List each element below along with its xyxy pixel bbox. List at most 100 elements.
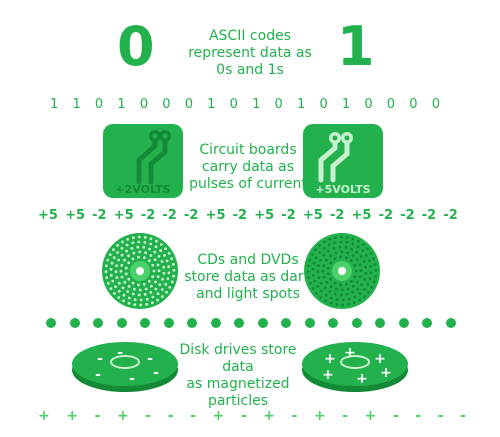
polarity-sign: + xyxy=(117,408,129,424)
circuit-caption: Circuit boards carry data as pulses of c… xyxy=(183,142,313,193)
voltage-value: +5 xyxy=(254,208,275,223)
circuit-high-voltage-label: +5VOLTS xyxy=(315,183,370,196)
polarity-sign: - xyxy=(437,408,444,424)
spot-dot xyxy=(234,318,245,328)
binary-digit: 0 xyxy=(431,97,440,112)
voltage-value: +5 xyxy=(113,208,134,223)
spot-dot xyxy=(445,318,456,328)
digit-zero: 0 xyxy=(117,15,155,78)
polarity-sign: - xyxy=(392,408,399,424)
ascii-caption-line: represent data as xyxy=(188,45,312,61)
binary-digit: 1 xyxy=(341,97,351,112)
voltage-value: +5 xyxy=(38,208,58,223)
circuit-low-voltage-label: +2VOLTS xyxy=(115,183,170,196)
binary-digit: 1 xyxy=(117,97,126,112)
spot-dot xyxy=(116,318,127,328)
voltage-value: +5 xyxy=(205,208,226,223)
circuit-board-high-icon: +5VOLTS xyxy=(303,124,383,198)
disk-positive-icon: + + ++ + + xyxy=(302,342,408,392)
polarity-sign: - xyxy=(94,408,101,424)
digit-one: 1 xyxy=(337,15,375,78)
disk-positive-mark: + xyxy=(322,367,334,383)
disk-positive-mark: + xyxy=(380,365,392,381)
spot-dot xyxy=(187,318,198,328)
voltage-value: -2 xyxy=(232,208,248,223)
spot-dot xyxy=(163,318,174,328)
polarity-sign: + xyxy=(313,408,326,424)
disk-caption: Disk drives store data as magnetized par… xyxy=(168,342,308,410)
disk-positive-mark: + xyxy=(324,351,336,367)
optical-caption-line: and light spots xyxy=(196,286,300,302)
disk-positive-mark: + xyxy=(344,345,356,361)
spot-dot xyxy=(281,318,292,328)
polarity-sign: - xyxy=(240,408,247,424)
disk-negative-mark: - xyxy=(117,345,123,361)
binary-digit: 0 xyxy=(94,97,104,112)
voltage-value: -2 xyxy=(378,208,394,223)
binary-digit: 0 xyxy=(274,97,283,112)
voltage-row: +5 +5 -2 +5 -2 -2 -2 +5 -2 +5 -2 +5 -2 +5 -2 -2 -2 -2 xyxy=(38,208,458,223)
circuit-board-low-icon: +2VOLTS xyxy=(103,124,183,198)
cd-dark-spots-icon xyxy=(304,233,380,309)
polarity-sign: + xyxy=(38,408,50,424)
polarity-sign: - xyxy=(415,408,422,424)
optical-caption: CDs and DVDs store data as dark and ligh… xyxy=(183,252,313,303)
voltage-value: -2 xyxy=(140,208,156,223)
polarity-sign: - xyxy=(167,408,174,424)
binary-digit: 1 xyxy=(207,97,216,112)
cd-light-spots-icon xyxy=(102,233,178,309)
spot-dot xyxy=(69,318,80,328)
disk-negative-mark: - xyxy=(153,365,159,381)
polarity-sign: + xyxy=(263,408,275,424)
circuit-caption-line: pulses of current xyxy=(189,176,307,192)
voltage-value: -2 xyxy=(183,208,199,223)
spot-dot xyxy=(422,318,433,328)
optical-caption-line: CDs and DVDs xyxy=(197,252,299,268)
voltage-value: +5 xyxy=(351,208,372,223)
binary-digit: 0 xyxy=(229,97,238,112)
disk-negative-mark: - xyxy=(147,351,153,367)
polarity-sign: + xyxy=(66,408,79,424)
spot-dot-row xyxy=(46,318,456,328)
polarity-row: + + - + - - - + - + - + - + - - - - xyxy=(38,408,466,424)
voltage-value: -2 xyxy=(92,208,107,223)
disk-caption-line: particles xyxy=(207,393,269,409)
polarity-sign: - xyxy=(291,408,298,424)
disk-negative-icon: - - -- - - xyxy=(72,342,178,392)
binary-digit: 1 xyxy=(296,97,306,112)
disk-positive-mark: + xyxy=(374,351,386,367)
ascii-caption-line: ASCII codes xyxy=(208,28,291,44)
binary-digit: 0 xyxy=(386,97,396,112)
polarity-sign: + xyxy=(212,408,225,424)
binary-digit: 0 xyxy=(162,97,171,112)
disk-negative-mark: - xyxy=(95,367,101,383)
voltage-value: -2 xyxy=(281,208,296,223)
spot-dot xyxy=(328,318,339,328)
voltage-value: -2 xyxy=(162,208,177,223)
disk-negative-mark: - xyxy=(97,351,103,367)
voltage-value: -2 xyxy=(443,208,458,223)
ascii-caption: ASCII codes represent data as 0s and 1s xyxy=(160,28,340,79)
binary-digit: 0 xyxy=(364,97,373,112)
spot-dot xyxy=(46,318,56,328)
optical-caption-line: store data as dark xyxy=(184,269,312,285)
binary-digit: 0 xyxy=(184,97,193,112)
voltage-value: -2 xyxy=(421,208,437,223)
spot-dot xyxy=(398,318,409,328)
binary-digit: 1 xyxy=(72,97,81,112)
binary-digit: 1 xyxy=(252,97,261,112)
binary-digit: 0 xyxy=(139,97,149,112)
binary-digit: 0 xyxy=(319,97,328,112)
spot-dot xyxy=(351,318,362,328)
polarity-sign: - xyxy=(342,408,349,424)
spot-dot xyxy=(375,318,386,328)
polarity-sign: - xyxy=(190,408,196,424)
voltage-value: -2 xyxy=(400,208,415,223)
binary-digit: 1 xyxy=(50,97,59,112)
spot-dot xyxy=(210,318,221,328)
spot-dot xyxy=(93,318,104,328)
ascii-caption-line: 0s and 1s xyxy=(216,62,284,78)
disk-positive-mark: + xyxy=(356,371,368,387)
disk-negative-mark: - xyxy=(129,371,135,387)
